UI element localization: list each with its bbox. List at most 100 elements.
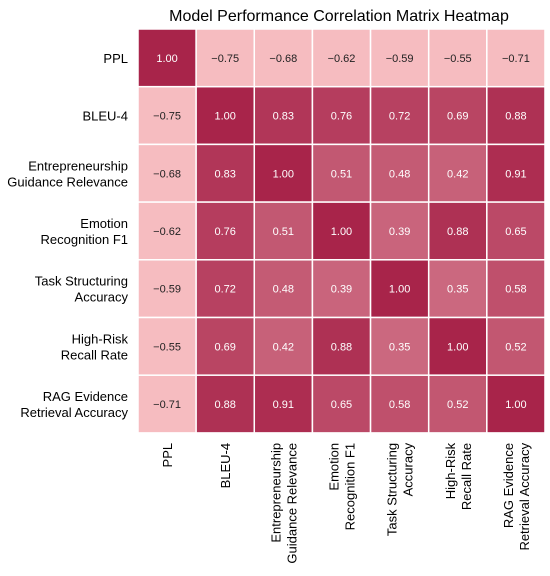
heatmap-cell [137,28,197,88]
heatmap-cell [486,316,546,376]
heatmap-cell-value: 0.35 [389,341,410,353]
row-tick-label: BLEU-4 [82,109,128,124]
heatmap-cell [486,143,546,203]
heatmap-cell-value: 0.88 [505,111,526,123]
heatmap-cell [253,85,314,146]
column-tick-label: High-RiskRecall Rate [443,442,474,510]
heatmap-cell-value: −0.55 [153,341,181,353]
heatmap-cell-value: 0.42 [447,168,468,180]
heatmap-cell [427,374,488,434]
svg-text:Task StructuringAccuracy: Task StructuringAccuracy [385,442,416,536]
heatmap-cell [369,143,430,203]
heatmap-cell [195,143,256,203]
column-tick-label: PPL [160,443,175,468]
heatmap-cell-value: −0.71 [502,53,530,65]
row-tick-label: Task Structuring Accuracy [35,274,129,305]
heatmap-cell-value: 0.91 [505,168,526,180]
heatmap-cell-value: 0.51 [273,226,294,238]
heatmap-cell-value: −0.59 [153,284,181,296]
heatmap-cell [486,201,546,261]
heatmap-cell-value: −0.62 [328,53,356,65]
heatmap-cell [311,143,372,203]
row-tick-label: High-Risk Recall Rate [61,331,129,362]
row-tick-label: Entrepreneurship Guidance Relevance [7,158,128,189]
heatmap-cell-value: 0.52 [505,341,526,353]
heatmap-cells: 1.00 −0.75 −0.68 −0.62 −0.59 −0.55 −0.71 −0.75 1… [137,28,546,434]
column-tick-label: BLEU-4 [218,443,233,489]
heatmap-cell-value: 0.42 [273,341,294,353]
heatmap-cell-value: 0.39 [389,226,410,238]
heatmap-cell-value: 0.72 [389,111,410,123]
column-tick-label: EmotionRecognition F1 [326,443,357,530]
heatmap-cell-value: 1.00 [389,284,410,296]
heatmap-cell-value: 1.00 [156,53,177,65]
svg-text:PPL: PPL [160,443,175,468]
heatmap-cell [369,85,430,146]
heatmap-cell-value: 0.83 [273,111,294,123]
heatmap-cell [137,316,197,376]
heatmap-cell-value: −0.68 [269,53,297,65]
heatmap-cell-value: 1.00 [505,399,526,411]
heatmap-cell-value: 0.48 [273,284,294,296]
heatmap-cell-value: 0.48 [389,168,410,180]
heatmap-cell-value: 0.58 [505,284,526,296]
heatmap-cell [253,259,314,319]
heatmap-cell-value: 0.88 [331,341,352,353]
heatmap-cell [369,316,430,376]
heatmap-cell [253,374,314,434]
heatmap-cell-value: 0.91 [273,399,294,411]
svg-text:BLEU-4: BLEU-4 [218,443,233,489]
heatmap-cell [195,28,256,88]
heatmap-cell-value: −0.75 [211,53,239,65]
heatmap-cell [427,28,488,88]
chart-title: Model Performance Correlation Matrix Hea… [169,8,509,25]
heatmap-cell-value: 0.69 [214,341,235,353]
svg-text:EntrepreneurshipGuidance Relev: EntrepreneurshipGuidance Relevance [268,443,299,564]
row-tick-label: Emotion Recognition F1 [41,216,128,247]
row-labels: PPL BLEU-4 Entrepreneurship Guidance Releva… [7,51,128,420]
heatmap-cell-value: 0.65 [331,399,352,411]
heatmap-cell-value: 0.51 [331,168,352,180]
heatmap-cell-value: 0.58 [389,399,410,411]
heatmap-cell-value: 0.35 [447,284,468,296]
heatmap-cell [311,374,372,434]
heatmap-cell-value: −0.59 [386,53,414,65]
column-tick-label: RAG EvidenceRetrieval Accuracy [501,442,532,550]
heatmap-cell [369,374,430,434]
heatmap-cell-value: 0.88 [447,226,468,238]
heatmap-cell [253,143,314,203]
heatmap-cell-value: 0.65 [505,226,526,238]
heatmap-cell-value: 1.00 [331,226,352,238]
heatmap-cell-value: 1.00 [214,111,235,123]
svg-text:RAG EvidenceRetrieval Accuracy: RAG EvidenceRetrieval Accuracy [501,442,532,550]
heatmap-cell-value: −0.71 [153,399,181,411]
heatmap-cell [486,374,546,434]
svg-text:EmotionRecognition F1: EmotionRecognition F1 [326,443,357,530]
heatmap-cell-value: −0.75 [153,111,181,123]
heatmap-cell-value: 1.00 [447,341,468,353]
heatmap-cell [486,85,546,146]
row-tick-label: RAG Evidence Retrieval Accuracy [20,389,128,420]
heatmap-cell-value: 0.76 [214,226,235,238]
heatmap-cell [137,85,197,146]
svg-text:High-RiskRecall Rate: High-RiskRecall Rate [443,442,474,510]
heatmap-cell [195,201,256,261]
heatmap-cell-value: −0.62 [153,226,181,238]
heatmap-cell-value: 0.88 [214,399,235,411]
heatmap-cell-value: −0.68 [153,168,181,180]
heatmap-cell [137,201,197,261]
column-tick-label: Task StructuringAccuracy [385,442,416,536]
heatmap-cell-value: 0.83 [214,168,235,180]
heatmap-cell-value: 0.69 [447,111,468,123]
column-labels: PPL BLEU-4 EntrepreneurshipGuidance Releva… [160,442,532,563]
heatmap-cell-value: 0.52 [447,399,468,411]
row-tick-label: PPL [103,51,128,66]
column-tick-label: EntrepreneurshipGuidance Relevance [268,443,299,564]
heatmap-cell-value: −0.55 [444,53,472,65]
heatmap-cell-value: 0.76 [331,111,352,123]
heatmap-cell [137,259,197,319]
heatmap-cell [427,143,488,203]
heatmap-cell [195,316,256,376]
heatmap-cell-value: 0.72 [214,284,235,296]
